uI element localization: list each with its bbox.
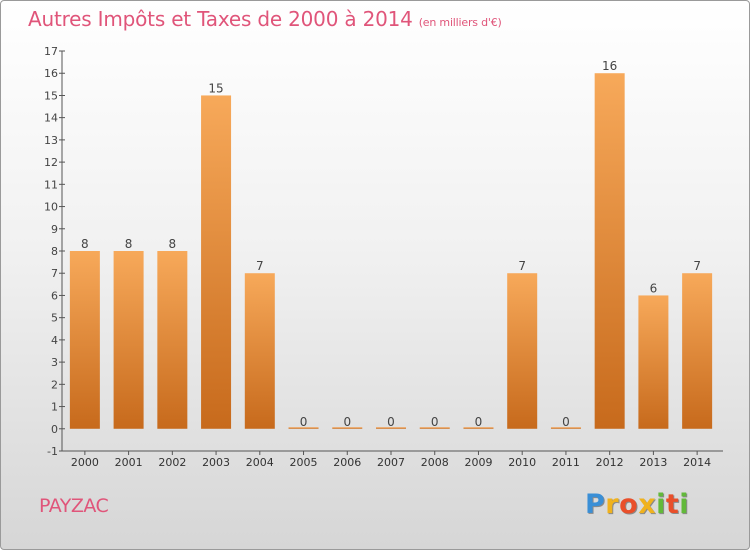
x-tick-label: 2011 (552, 456, 580, 469)
x-tick-label: 2003 (202, 456, 230, 469)
data-label: 0 (431, 415, 439, 429)
x-tick-label: 2008 (421, 456, 449, 469)
y-tick-label: 11 (44, 178, 58, 191)
y-tick-label: 7 (51, 267, 58, 280)
data-label: 16 (602, 59, 617, 73)
y-tick-label: 1 (51, 401, 58, 414)
y-tick-label: 12 (44, 156, 58, 169)
x-tick-label: 2000 (71, 456, 99, 469)
y-tick-label: 3 (51, 356, 58, 369)
x-tick-label: 2004 (246, 456, 274, 469)
bar (550, 427, 581, 429)
data-label: 7 (518, 259, 526, 273)
x-tick-label: 2009 (464, 456, 492, 469)
x-tick-label: 2013 (639, 456, 667, 469)
bar (332, 427, 363, 429)
logo-letter: i (656, 489, 666, 520)
x-tick-label: 2007 (377, 456, 405, 469)
bar (376, 427, 406, 429)
y-tick-label: 10 (44, 201, 58, 214)
y-tick-label: -1 (47, 445, 58, 458)
x-tick-label: 2001 (115, 456, 143, 469)
data-label: 7 (256, 259, 264, 273)
y-tick-label: 0 (51, 423, 58, 436)
bar (201, 95, 232, 429)
bar (113, 251, 144, 429)
proxiti-logo: Proxiti (585, 489, 689, 520)
logo-letter: r (605, 489, 620, 520)
y-tick-label: 16 (44, 67, 58, 80)
data-label: 6 (650, 281, 658, 295)
y-tick-label: 14 (44, 112, 58, 125)
bar (507, 273, 538, 429)
logo-letter: i (679, 489, 690, 520)
y-tick-label: 15 (44, 89, 58, 102)
data-label: 0 (300, 415, 308, 429)
x-tick-label: 2014 (683, 456, 711, 469)
chart-title: Autres Impôts et Taxes de 2000 à 2014 (en… (28, 7, 502, 31)
y-tick-label: 6 (51, 289, 58, 302)
bar (463, 427, 494, 429)
y-tick-label: 17 (44, 45, 58, 58)
data-label: 0 (387, 415, 395, 429)
data-label: 0 (562, 415, 570, 429)
chart-title-text: Autres Impôts et Taxes de 2000 à 2014 (28, 7, 413, 31)
bar (69, 251, 100, 429)
logo-letter: t (665, 489, 680, 520)
bar (419, 427, 450, 429)
bar (288, 427, 319, 429)
data-label: 0 (343, 415, 351, 429)
y-tick-label: 9 (51, 223, 58, 236)
bar (682, 273, 713, 429)
y-tick-label: 8 (51, 245, 58, 258)
chart-subtitle: (en milliers d'€) (418, 16, 502, 29)
data-label: 0 (475, 415, 483, 429)
data-label: 8 (125, 237, 133, 251)
x-tick-label: 2002 (158, 456, 186, 469)
logo-letter: o (619, 489, 639, 520)
data-label: 8 (169, 237, 177, 251)
y-tick-label: 5 (51, 312, 58, 325)
data-label: 7 (693, 259, 701, 273)
logo-letter: x (638, 489, 657, 520)
x-tick-label: 2010 (508, 456, 536, 469)
y-tick-label: 4 (51, 334, 58, 347)
x-tick-label: 2012 (596, 456, 624, 469)
data-label: 15 (208, 81, 223, 95)
bar (157, 251, 188, 429)
x-tick-label: 2006 (333, 456, 361, 469)
bar (594, 73, 625, 429)
x-tick-label: 2005 (290, 456, 318, 469)
bar (638, 295, 669, 429)
town-name: PAYZAC (39, 495, 109, 517)
logo-letter: P (585, 489, 606, 520)
bar (244, 273, 275, 429)
y-tick-label: 2 (51, 378, 58, 391)
data-label: 8 (81, 237, 89, 251)
y-tick-label: 13 (44, 134, 58, 147)
